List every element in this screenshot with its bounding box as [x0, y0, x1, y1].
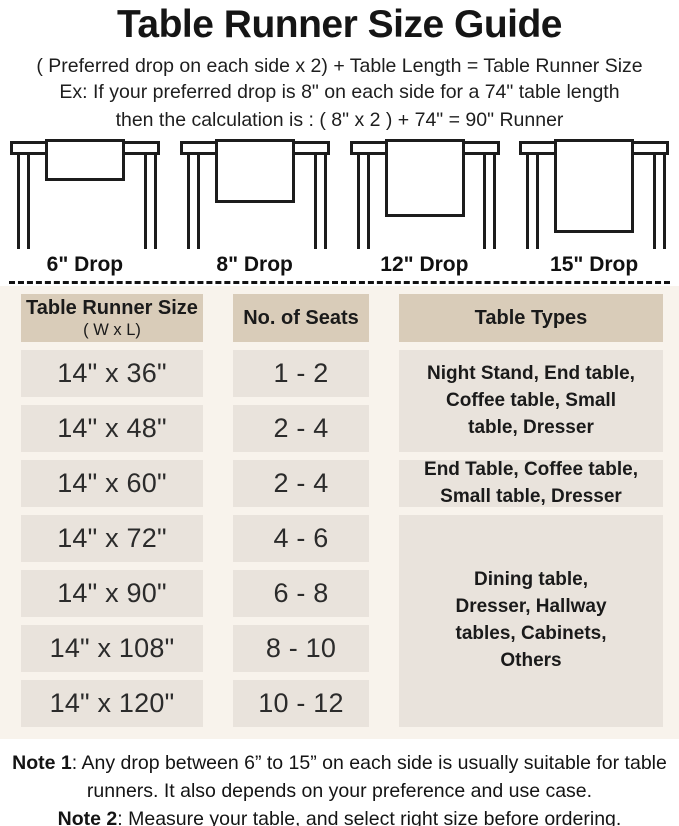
drop-label-8: 8" Drop [216, 253, 293, 277]
note-2: Note 2: Measure your table, and select r… [8, 806, 671, 826]
table-diagram-6in [0, 139, 170, 250]
table-diagram-8in [170, 139, 340, 250]
size-cell: 14" x 60" [21, 460, 203, 508]
runner-rect-icon [384, 139, 465, 218]
table-leg-icon [186, 153, 200, 250]
note-1-label: Note 1 [12, 752, 72, 775]
types-text: Dining table, Dresser, Hallway tables, C… [455, 569, 607, 672]
table-leg-icon [143, 153, 157, 250]
note-1-text: : Any drop between 6” to 15” on each sid… [71, 752, 667, 803]
types-text: Night Stand, End table, Coffee table, Sm… [427, 362, 635, 438]
drop-labels-row: 6" Drop 8" Drop 12" Drop 15" Drop [0, 250, 679, 280]
note-2-label: Note 2 [57, 807, 118, 826]
table-leg-icon [356, 153, 370, 250]
header-section: Table Runner Size Guide ( Preferred drop… [0, 0, 679, 134]
runner-rect-icon [45, 139, 125, 182]
table-leg-icon [483, 153, 497, 250]
size-cell: 14" x 120" [21, 680, 203, 728]
table-leg-icon [17, 153, 30, 250]
notes-section: Note 1: Any drop between 6” to 15” on ea… [0, 739, 679, 826]
seats-cell: 6 - 8 [233, 570, 369, 618]
header-cell-seats: No. of Seats [233, 294, 369, 343]
header-cell-types: Table Types [399, 294, 663, 343]
seats-cell: 2 - 4 [233, 405, 369, 453]
drop-diagrams [0, 139, 679, 250]
table-leg-icon [526, 153, 540, 250]
seats-cell: 4 - 6 [233, 515, 369, 563]
note-2-text: : Measure your table, and select right s… [117, 807, 622, 826]
header-size-sublabel: ( W x L) [83, 320, 141, 339]
drop-label-6: 6" Drop [46, 253, 124, 277]
drop-label-15: 15" Drop [550, 253, 639, 277]
dashed-divider [9, 281, 670, 285]
size-cell: 14" x 36" [21, 350, 203, 398]
size-cell: 14" x 48" [21, 405, 203, 453]
table-diagram-15in [509, 139, 679, 250]
types-text: End Table, Coffee table, Small table, Dr… [424, 458, 638, 507]
size-table: Table Runner Size ( W x L) No. of Seats … [21, 294, 663, 728]
table-leg-icon [653, 153, 666, 250]
example-line-1: Ex: If your preferred drop is 8" on each… [59, 80, 620, 103]
page-title: Table Runner Size Guide [116, 3, 563, 46]
formula-text: ( Preferred drop on each side x 2) + Tab… [36, 54, 643, 77]
header-cell-size: Table Runner Size ( W x L) [21, 294, 203, 343]
table-diagram-12in [340, 139, 510, 250]
types-cell-group-2: End Table, Coffee table, Small table, Dr… [399, 459, 663, 508]
note-1: Note 1: Any drop between 6” to 15” on ea… [8, 750, 671, 805]
seats-cell: 8 - 10 [233, 625, 369, 673]
seats-cell: 2 - 4 [233, 460, 369, 508]
size-cell: 14" x 72" [21, 515, 203, 563]
types-cell-group-1: Night Stand, End table, Coffee table, Sm… [399, 350, 663, 453]
size-cell: 14" x 90" [21, 570, 203, 618]
types-cell-group-3: Dining table, Dresser, Hallway tables, C… [399, 515, 663, 728]
seats-cell: 1 - 2 [233, 350, 369, 398]
header-size-label: Table Runner Size [26, 296, 198, 319]
header-types-label: Table Types [474, 306, 588, 329]
seats-cell: 10 - 12 [233, 680, 369, 728]
runner-rect-icon [554, 139, 635, 234]
size-cell: 14" x 108" [21, 625, 203, 673]
runner-rect-icon [214, 139, 295, 204]
example-line-2: then the calculation is : ( 8" x 2 ) + 7… [115, 108, 564, 131]
table-leg-icon [313, 153, 327, 250]
drop-label-12: 12" Drop [380, 253, 469, 277]
size-table-section: Table Runner Size ( W x L) No. of Seats … [0, 286, 679, 740]
header-seats-label: No. of Seats [243, 306, 359, 329]
